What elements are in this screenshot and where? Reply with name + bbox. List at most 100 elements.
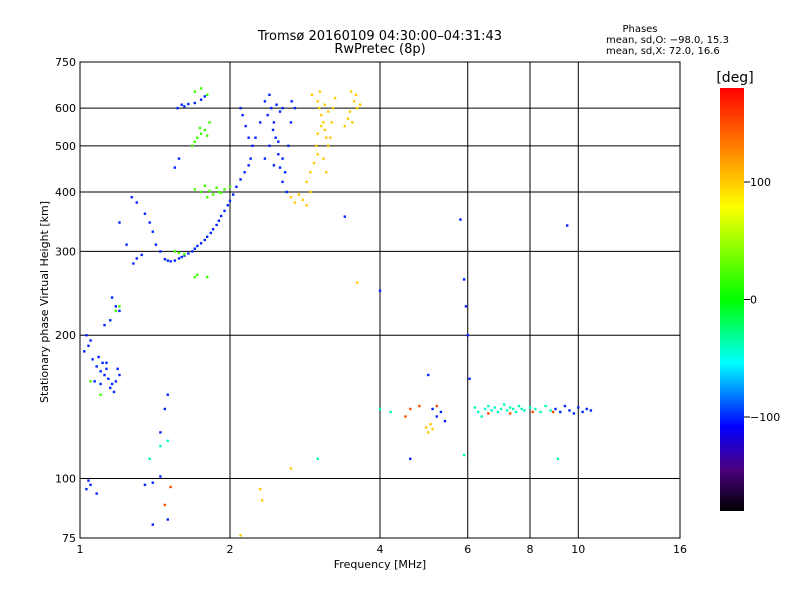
data-point	[266, 113, 269, 117]
data-point	[193, 90, 197, 93]
data-point	[309, 171, 312, 174]
data-point	[559, 410, 562, 414]
data-point	[239, 106, 242, 110]
data-point	[563, 404, 567, 408]
data-point	[277, 140, 280, 143]
colorbar-tick-label: 0	[750, 294, 757, 307]
data-point	[118, 305, 121, 308]
data-point	[544, 404, 547, 408]
data-point	[389, 410, 392, 414]
data-point	[125, 243, 128, 246]
x-tick-label: 1	[77, 543, 84, 556]
data-point	[85, 487, 88, 491]
data-point	[118, 373, 121, 377]
data-point	[310, 93, 314, 96]
data-point	[443, 419, 447, 423]
data-point	[268, 144, 271, 148]
data-point	[378, 289, 382, 292]
data-point	[105, 367, 108, 371]
data-point	[318, 90, 322, 93]
colorbar-tick-label: −100	[750, 411, 780, 424]
data-point	[177, 257, 181, 260]
data-point	[109, 386, 112, 390]
data-point	[477, 410, 480, 414]
data-point	[556, 457, 560, 461]
data-point	[241, 113, 244, 117]
data-point	[228, 199, 232, 203]
data-point	[140, 253, 143, 257]
data-point	[154, 243, 158, 246]
data-point	[169, 260, 172, 263]
data-point	[118, 221, 121, 224]
data-point	[196, 136, 199, 139]
data-point	[343, 124, 347, 128]
data-point	[226, 204, 230, 207]
data-point	[151, 523, 155, 526]
data-point	[239, 178, 242, 181]
x-tick-label: 6	[464, 543, 471, 556]
data-point	[239, 534, 242, 537]
data-point	[263, 100, 267, 103]
data-point	[203, 238, 206, 242]
y-tick-label: 600	[55, 102, 76, 115]
data-point	[99, 382, 102, 386]
data-point	[348, 110, 352, 113]
data-point	[466, 334, 469, 337]
data-point	[211, 193, 215, 196]
data-point	[191, 250, 194, 253]
data-point	[180, 103, 183, 106]
data-point	[272, 121, 276, 124]
data-point	[254, 136, 257, 139]
data-point	[355, 281, 359, 284]
data-point	[352, 100, 356, 103]
data-point	[577, 406, 580, 409]
data-point	[293, 201, 297, 204]
data-point	[151, 481, 155, 484]
data-point	[193, 188, 197, 191]
data-point	[166, 393, 169, 396]
data-point	[297, 193, 301, 196]
data-point	[166, 518, 169, 521]
data-point	[508, 412, 512, 415]
data-point	[320, 113, 323, 117]
y-tick-label: 750	[55, 56, 76, 69]
data-point	[166, 259, 169, 262]
data-point	[274, 136, 277, 139]
data-point	[107, 377, 110, 380]
data-point	[205, 275, 209, 279]
data-point	[243, 171, 246, 174]
y-tick-label: 75	[62, 532, 76, 545]
data-point	[514, 410, 518, 414]
data-point	[193, 275, 197, 279]
data-point	[91, 358, 94, 361]
data-point	[114, 309, 118, 313]
data-point	[173, 259, 177, 262]
data-point	[215, 186, 218, 190]
data-point	[316, 100, 319, 103]
data-point	[427, 373, 430, 377]
data-point	[505, 409, 509, 412]
data-point	[459, 218, 462, 221]
x-tick-label: 2	[227, 543, 234, 556]
data-point	[499, 407, 503, 411]
data-point	[99, 393, 102, 396]
data-point	[316, 132, 319, 135]
data-point	[143, 483, 147, 487]
data-point	[159, 475, 162, 478]
data-point	[285, 190, 288, 194]
data-point	[159, 250, 162, 253]
data-point	[148, 221, 151, 224]
data-point	[283, 171, 287, 174]
data-point	[323, 128, 327, 132]
data-point	[89, 380, 92, 383]
data-point	[193, 101, 197, 105]
y-tick-label: 400	[55, 186, 76, 199]
y-tick-label: 500	[55, 140, 76, 153]
data-point	[462, 453, 466, 457]
data-point	[116, 367, 119, 371]
chart-title: Tromsø 20160109 04:30:00–04:31:43	[257, 29, 502, 44]
data-point	[110, 382, 114, 386]
data-point	[281, 180, 284, 184]
data-point	[293, 106, 297, 110]
data-point	[281, 106, 284, 110]
